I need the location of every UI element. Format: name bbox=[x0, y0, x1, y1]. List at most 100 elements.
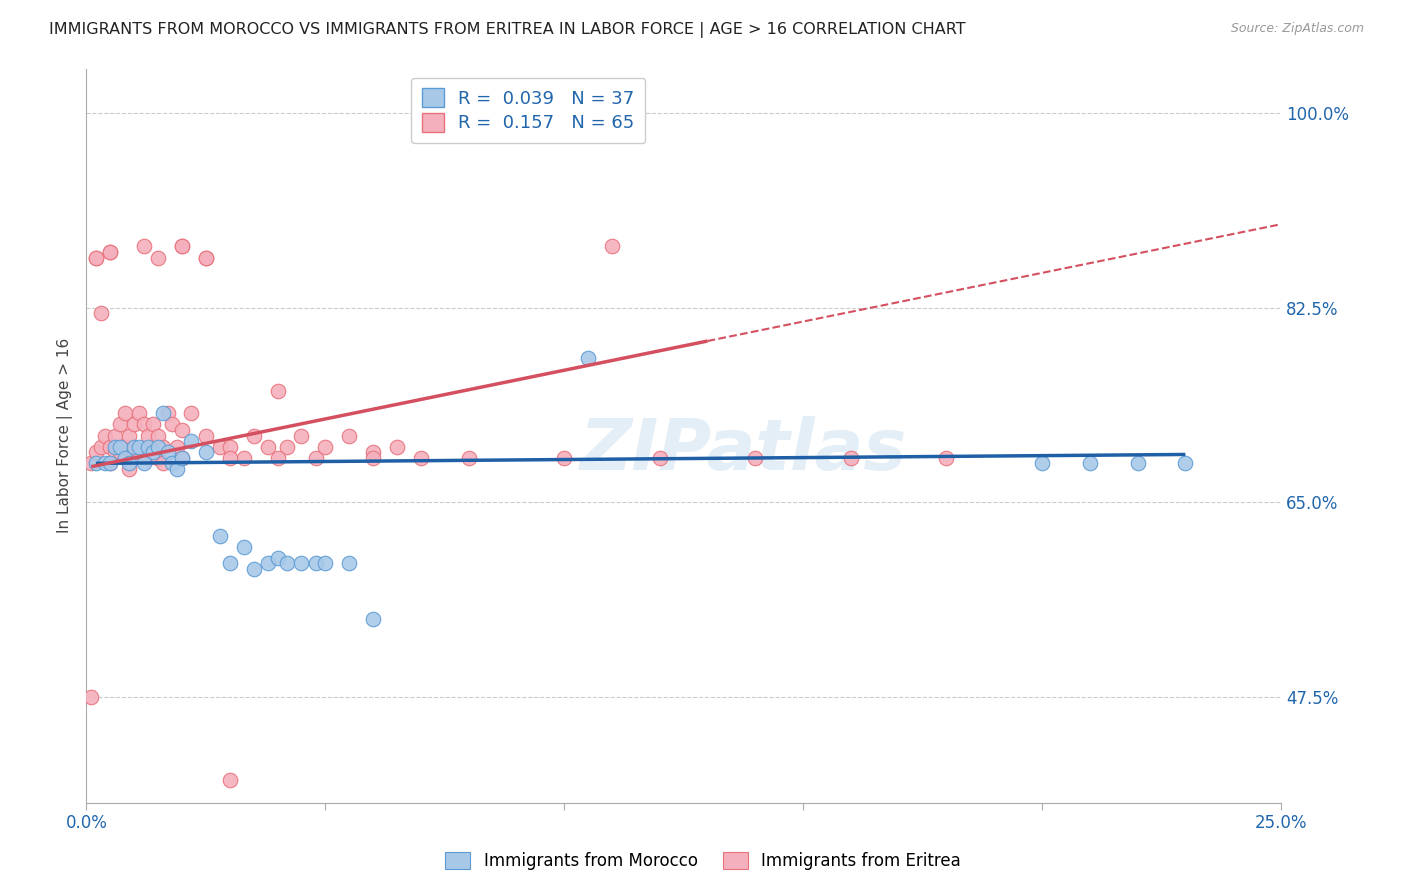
Point bbox=[180, 434, 202, 449]
Point bbox=[194, 445, 217, 459]
Point bbox=[142, 417, 165, 432]
Point bbox=[128, 406, 150, 420]
Point bbox=[1031, 456, 1053, 470]
Point bbox=[242, 562, 264, 576]
Point bbox=[166, 440, 188, 454]
Point bbox=[146, 251, 169, 265]
Point bbox=[90, 306, 112, 320]
Legend: R =  0.039   N = 37, R =  0.157   N = 65: R = 0.039 N = 37, R = 0.157 N = 65 bbox=[412, 78, 645, 144]
Point bbox=[1174, 456, 1197, 470]
Point bbox=[257, 557, 280, 571]
Point bbox=[98, 245, 121, 260]
Point bbox=[361, 450, 384, 465]
Point bbox=[128, 445, 150, 459]
Point bbox=[233, 540, 256, 554]
Point bbox=[170, 423, 193, 437]
Point bbox=[138, 440, 160, 454]
Point bbox=[152, 456, 174, 470]
Point bbox=[104, 428, 127, 442]
Point bbox=[128, 440, 150, 454]
Point bbox=[276, 557, 298, 571]
Point bbox=[170, 239, 193, 253]
Point bbox=[361, 445, 384, 459]
Point bbox=[305, 557, 328, 571]
Point bbox=[337, 557, 360, 571]
Point bbox=[138, 428, 160, 442]
Point bbox=[142, 445, 165, 459]
Point bbox=[108, 440, 131, 454]
Point bbox=[84, 445, 107, 459]
Point bbox=[114, 406, 136, 420]
Point bbox=[132, 239, 155, 253]
Point bbox=[146, 450, 169, 465]
Point bbox=[98, 456, 121, 470]
Point bbox=[744, 450, 766, 465]
Point bbox=[209, 440, 232, 454]
Point bbox=[266, 450, 288, 465]
Point bbox=[114, 440, 136, 454]
Point bbox=[98, 245, 121, 260]
Point bbox=[600, 239, 623, 253]
Point bbox=[84, 251, 107, 265]
Point bbox=[1078, 456, 1101, 470]
Point bbox=[138, 450, 160, 465]
Y-axis label: In Labor Force | Age > 16: In Labor Force | Age > 16 bbox=[58, 338, 73, 533]
Point bbox=[194, 251, 217, 265]
Point bbox=[305, 450, 328, 465]
Point bbox=[90, 440, 112, 454]
Point bbox=[1126, 456, 1149, 470]
Point bbox=[553, 450, 575, 465]
Point bbox=[118, 462, 141, 476]
Text: ZIPatlas: ZIPatlas bbox=[579, 416, 907, 484]
Point bbox=[152, 406, 174, 420]
Point bbox=[276, 440, 298, 454]
Point bbox=[152, 440, 174, 454]
Point bbox=[108, 445, 131, 459]
Point bbox=[94, 456, 117, 470]
Point bbox=[122, 417, 145, 432]
Point bbox=[122, 445, 145, 459]
Point bbox=[146, 428, 169, 442]
Point bbox=[266, 550, 288, 565]
Point bbox=[314, 440, 336, 454]
Point bbox=[266, 384, 288, 398]
Point bbox=[194, 428, 217, 442]
Point bbox=[314, 557, 336, 571]
Point bbox=[142, 445, 165, 459]
Point bbox=[108, 417, 131, 432]
Point bbox=[935, 450, 957, 465]
Point bbox=[337, 428, 360, 442]
Point bbox=[146, 440, 169, 454]
Legend: Immigrants from Morocco, Immigrants from Eritrea: Immigrants from Morocco, Immigrants from… bbox=[439, 845, 967, 877]
Point bbox=[233, 450, 256, 465]
Point bbox=[104, 440, 127, 454]
Point bbox=[98, 440, 121, 454]
Point bbox=[257, 440, 280, 454]
Point bbox=[290, 557, 312, 571]
Point bbox=[170, 450, 193, 465]
Point bbox=[218, 773, 240, 788]
Point bbox=[132, 417, 155, 432]
Point bbox=[361, 612, 384, 626]
Point bbox=[648, 450, 671, 465]
Point bbox=[290, 428, 312, 442]
Point bbox=[156, 406, 179, 420]
Point bbox=[194, 251, 217, 265]
Point bbox=[457, 450, 479, 465]
Point bbox=[162, 456, 184, 470]
Point bbox=[114, 450, 136, 465]
Point bbox=[242, 428, 264, 442]
Point bbox=[218, 440, 240, 454]
Point bbox=[162, 417, 184, 432]
Point bbox=[118, 456, 141, 470]
Point bbox=[218, 450, 240, 465]
Point bbox=[170, 239, 193, 253]
Point bbox=[180, 406, 202, 420]
Point bbox=[104, 445, 127, 459]
Point bbox=[122, 440, 145, 454]
Point bbox=[218, 557, 240, 571]
Point bbox=[409, 450, 432, 465]
Point bbox=[80, 690, 103, 704]
Point bbox=[576, 351, 599, 365]
Point bbox=[156, 445, 179, 459]
